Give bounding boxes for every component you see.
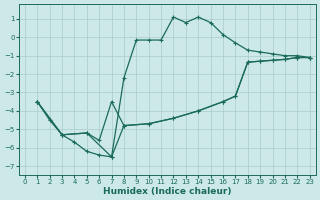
- X-axis label: Humidex (Indice chaleur): Humidex (Indice chaleur): [103, 187, 232, 196]
